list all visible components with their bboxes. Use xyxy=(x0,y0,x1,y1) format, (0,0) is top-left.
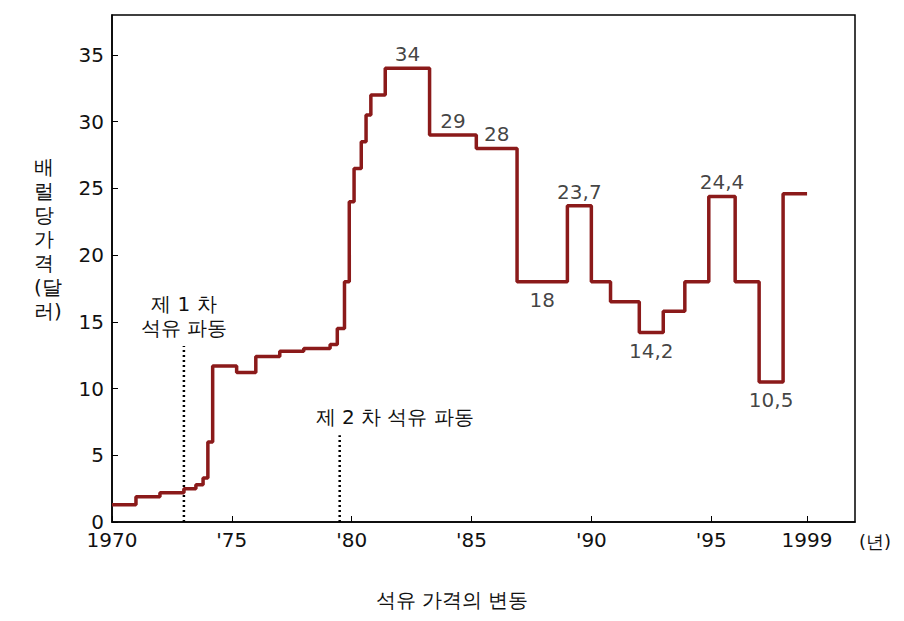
svg-text:'90: '90 xyxy=(576,528,607,552)
svg-text:30: 30 xyxy=(79,110,104,134)
svg-text:14,2: 14,2 xyxy=(629,339,674,363)
svg-text:25: 25 xyxy=(79,176,104,200)
svg-text:러): 러) xyxy=(34,299,62,323)
svg-text:29: 29 xyxy=(440,109,465,133)
svg-text:제 2 차 석유 파동: 제 2 차 석유 파동 xyxy=(316,405,474,429)
svg-text:18: 18 xyxy=(529,288,554,312)
svg-text:석유 가격의 변동: 석유 가격의 변동 xyxy=(376,588,529,612)
svg-text:'95: '95 xyxy=(696,528,727,552)
svg-text:'80: '80 xyxy=(336,528,367,552)
svg-text:5: 5 xyxy=(91,443,104,467)
svg-text:1970: 1970 xyxy=(87,528,138,552)
svg-text:1999: 1999 xyxy=(782,528,833,552)
svg-text:배: 배 xyxy=(34,155,54,179)
svg-text:럴: 럴 xyxy=(34,179,54,203)
svg-text:20: 20 xyxy=(79,243,104,267)
svg-text:23,7: 23,7 xyxy=(557,180,602,204)
svg-text:(달: (달 xyxy=(34,275,62,299)
svg-text:28: 28 xyxy=(484,122,509,146)
svg-text:24,4: 24,4 xyxy=(700,170,745,194)
svg-text:35: 35 xyxy=(79,43,104,67)
svg-text:15: 15 xyxy=(79,310,104,334)
svg-text:석유 파동: 석유 파동 xyxy=(141,316,227,340)
svg-text:34: 34 xyxy=(395,42,420,66)
svg-text:가: 가 xyxy=(34,227,54,251)
svg-text:0: 0 xyxy=(91,510,104,534)
svg-text:(년): (년) xyxy=(859,531,891,552)
svg-text:10: 10 xyxy=(79,377,104,401)
svg-text:'75: '75 xyxy=(216,528,247,552)
svg-text:당: 당 xyxy=(34,203,54,227)
svg-text:'85: '85 xyxy=(456,528,487,552)
svg-text:제 1 차: 제 1 차 xyxy=(151,292,216,316)
svg-text:격: 격 xyxy=(34,251,54,275)
svg-text:10,5: 10,5 xyxy=(749,388,794,412)
